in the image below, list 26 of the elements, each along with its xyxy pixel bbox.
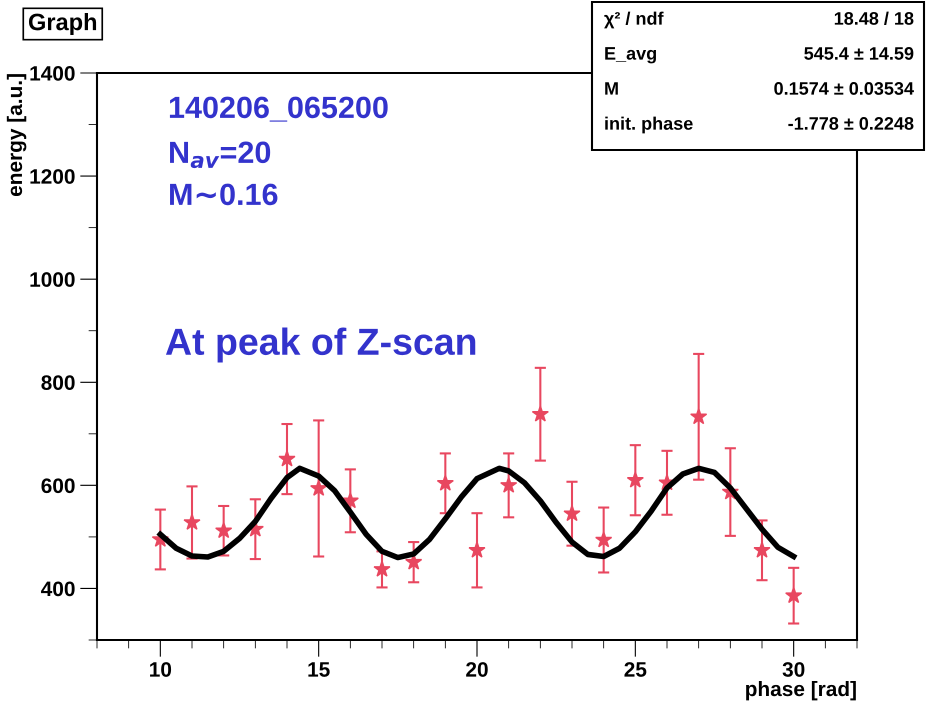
x-tick-label: 15: [308, 662, 330, 677]
y-tick-label: 1200: [30, 169, 75, 184]
y-axis-title: energy [a.u.]: [6, 74, 26, 196]
text: χ² / ndf: [604, 12, 664, 28]
text: 545.4 ± 14.59: [804, 47, 914, 60]
annotation: M∼0.16: [170, 184, 278, 206]
text: E_avg: [605, 47, 656, 64]
y-tick-label: 1400: [30, 66, 75, 81]
annotation: -1.778 ± 0.2248: [788, 117, 914, 130]
y-tick-label: 1000: [30, 272, 75, 287]
text: 18.48 / 18: [834, 12, 914, 26]
annotation: init. phase: [605, 116, 693, 134]
x-tick-label: 10: [150, 662, 172, 677]
annotation: At peak of Z-scan: [166, 328, 476, 362]
x-tick-label: 30: [782, 662, 804, 677]
y-tick-label: 600: [41, 478, 75, 494]
annotation: 140206_065200: [170, 96, 388, 122]
x-tick-label: 25: [624, 662, 646, 677]
y-tick-label: 800: [41, 375, 75, 390]
x-tick-label: 20: [466, 662, 488, 677]
annotation: 0.1574 ± 0.03534: [774, 82, 914, 95]
x-axis-title: phase [rad]: [746, 680, 856, 700]
annotation: N$_{av}$=20: [170, 142, 270, 168]
chart-title: Graph: [28, 12, 96, 36]
y-tick-label: 400: [41, 581, 75, 596]
annotation: M: [605, 82, 618, 95]
